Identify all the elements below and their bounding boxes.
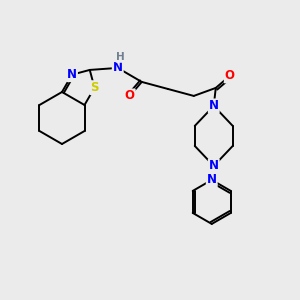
Text: N: N (207, 173, 217, 186)
Text: N: N (209, 99, 219, 112)
Text: N: N (209, 159, 219, 172)
Text: H: H (116, 52, 125, 62)
Text: S: S (90, 81, 99, 94)
Text: O: O (225, 69, 235, 82)
Text: O: O (125, 89, 135, 102)
Text: N: N (67, 68, 77, 81)
Text: N: N (113, 61, 123, 74)
